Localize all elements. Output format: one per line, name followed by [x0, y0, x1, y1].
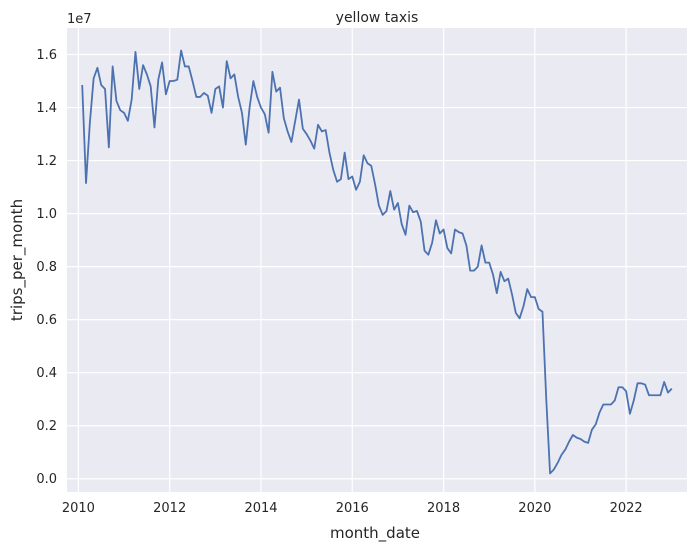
- y-axis-label: trips_per_month: [8, 199, 27, 321]
- y-tick-label: 0.8: [36, 260, 57, 275]
- y-tick-label: 0.6: [36, 313, 57, 328]
- x-axis-label: month_date: [330, 524, 420, 543]
- y-tick-label: 0.0: [36, 472, 57, 487]
- y-tick-label: 1.0: [36, 207, 57, 222]
- plot-area: [67, 28, 687, 492]
- y-tick-label: 1.4: [36, 101, 57, 116]
- chart-title: yellow taxis: [336, 10, 419, 26]
- y-tick-labels: 0.0 0.2 0.4 0.6 0.8 1.0 1.2 1.4 1.6: [36, 48, 57, 487]
- x-tick-label: 2012: [153, 501, 186, 516]
- x-tick-label: 2010: [62, 501, 95, 516]
- x-tick-label: 2022: [610, 501, 643, 516]
- y-tick-label: 1.6: [36, 48, 57, 63]
- y-tick-label: 0.4: [36, 366, 57, 381]
- x-tick-label: 2020: [518, 501, 551, 516]
- y-offset-text: 1e7: [67, 12, 92, 27]
- x-tick-label: 2016: [336, 501, 369, 516]
- y-tick-label: 1.2: [36, 154, 57, 169]
- y-tick-label: 0.2: [36, 419, 57, 434]
- x-tick-label: 2014: [244, 501, 277, 516]
- x-tick-label: 2018: [427, 501, 460, 516]
